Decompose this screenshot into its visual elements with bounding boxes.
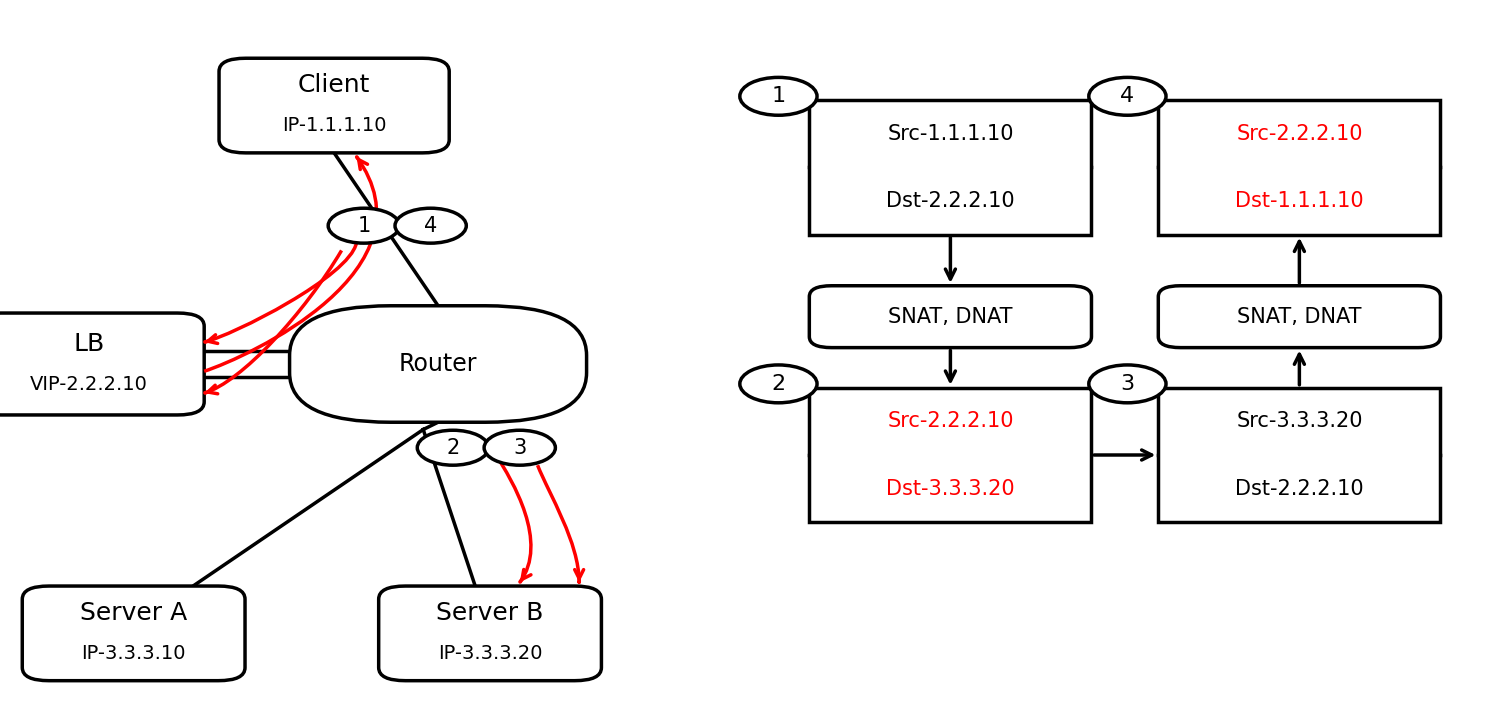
- FancyBboxPatch shape: [379, 586, 601, 681]
- Bar: [1158, 100, 1440, 234]
- Text: Src-2.2.2.10: Src-2.2.2.10: [887, 411, 1014, 431]
- FancyBboxPatch shape: [22, 586, 245, 681]
- Text: Dst-1.1.1.10: Dst-1.1.1.10: [1236, 191, 1363, 211]
- Circle shape: [417, 430, 489, 465]
- Circle shape: [1089, 365, 1166, 403]
- Text: IP-1.1.1.10: IP-1.1.1.10: [282, 116, 386, 135]
- Bar: [1158, 387, 1440, 523]
- Text: Dst-3.3.3.20: Dst-3.3.3.20: [887, 479, 1014, 499]
- Text: SNAT, DNAT: SNAT, DNAT: [888, 306, 1013, 327]
- Text: Server B: Server B: [437, 601, 544, 625]
- Text: Dst-2.2.2.10: Dst-2.2.2.10: [887, 191, 1014, 211]
- Text: VIP-2.2.2.10: VIP-2.2.2.10: [30, 375, 148, 394]
- FancyBboxPatch shape: [290, 306, 587, 422]
- Text: 2: 2: [771, 374, 786, 394]
- Text: LB: LB: [73, 332, 105, 355]
- Text: Src-3.3.3.20: Src-3.3.3.20: [1236, 411, 1363, 431]
- Text: Dst-2.2.2.10: Dst-2.2.2.10: [1236, 479, 1363, 499]
- Text: IP-3.3.3.10: IP-3.3.3.10: [82, 644, 186, 663]
- Text: Client: Client: [298, 74, 370, 97]
- Text: 4: 4: [425, 215, 437, 236]
- Circle shape: [395, 208, 466, 243]
- Text: 3: 3: [514, 438, 526, 458]
- Text: 3: 3: [1120, 374, 1135, 394]
- Text: 1: 1: [358, 215, 370, 236]
- Circle shape: [484, 430, 555, 465]
- Circle shape: [328, 208, 399, 243]
- Bar: [809, 100, 1091, 234]
- Text: Src-1.1.1.10: Src-1.1.1.10: [887, 124, 1014, 143]
- FancyBboxPatch shape: [809, 286, 1091, 347]
- Text: SNAT, DNAT: SNAT, DNAT: [1237, 306, 1362, 327]
- FancyBboxPatch shape: [0, 313, 205, 415]
- Bar: [809, 387, 1091, 523]
- Text: 4: 4: [1120, 87, 1135, 106]
- FancyBboxPatch shape: [1158, 286, 1440, 347]
- Text: IP-3.3.3.20: IP-3.3.3.20: [438, 644, 542, 663]
- Text: Server A: Server A: [80, 601, 187, 625]
- Text: Router: Router: [399, 352, 477, 376]
- Text: Src-2.2.2.10: Src-2.2.2.10: [1236, 124, 1363, 143]
- Circle shape: [1089, 77, 1166, 115]
- Text: 2: 2: [447, 438, 459, 458]
- Text: 1: 1: [771, 87, 786, 106]
- Circle shape: [740, 77, 817, 115]
- Circle shape: [740, 365, 817, 403]
- FancyBboxPatch shape: [220, 58, 448, 153]
